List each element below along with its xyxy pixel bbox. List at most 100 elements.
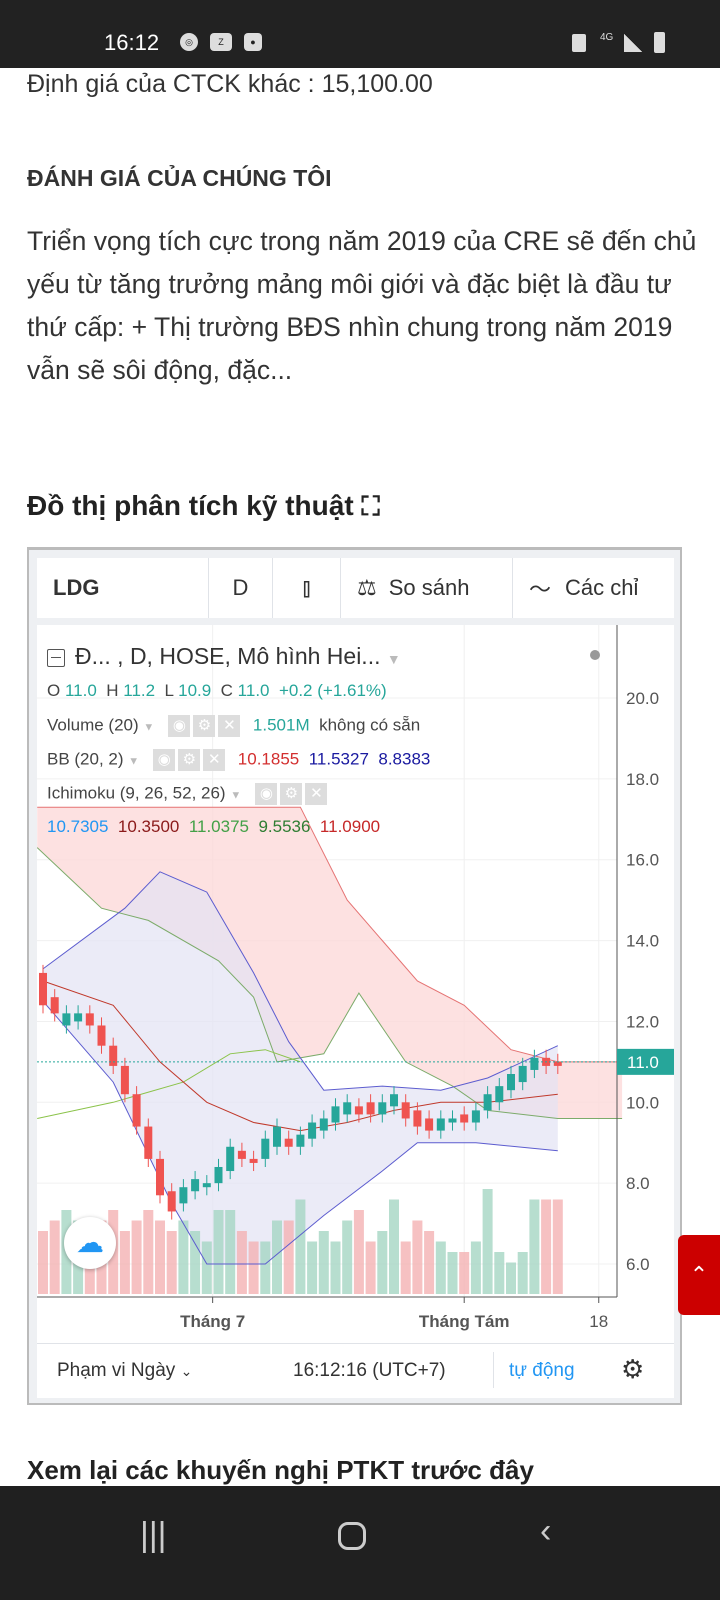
candle-body — [436, 1118, 445, 1131]
bb-name: BB (20, 2) — [47, 749, 124, 769]
volume-bar — [49, 1220, 60, 1294]
eye-icon[interactable]: ◉ — [255, 783, 278, 805]
auto-scale-button[interactable]: tự động — [509, 1360, 575, 1381]
volume-bar — [155, 1220, 165, 1294]
close-icon[interactable]: ✕ — [218, 715, 241, 737]
candle-body — [179, 1187, 188, 1204]
volume-bar — [470, 1241, 481, 1294]
status-bar: 16:12 ◎ Z ● 4G — [0, 0, 720, 68]
candle-body — [378, 1102, 387, 1115]
volume-bar — [260, 1241, 271, 1294]
volume-bar — [248, 1241, 259, 1294]
volume-bar — [272, 1220, 282, 1294]
volume-bar — [365, 1241, 376, 1294]
interval-button[interactable]: D — [209, 558, 273, 618]
section-heading: ĐÁNH GIÁ CỦA CHÚNG TÔI — [27, 165, 332, 191]
compare-button[interactable]: ⚖ So sánh — [341, 558, 513, 618]
high-label: H — [106, 681, 119, 700]
home-icon[interactable] — [338, 1522, 366, 1550]
bb-lower-line — [42, 1000, 558, 1265]
settings-gear-icon[interactable]: ⚙ — [621, 1354, 645, 1384]
close-label: C — [220, 681, 233, 700]
bb-legend[interactable]: BB (20, 2) ▼ ◉ ⚙ ✕ 10.1855 11.5327 8.8383 — [47, 749, 430, 771]
price-chart[interactable]: 20.0 18.0 16.0 14.0 12.0 10.0 8.0 6.0 11.0 Tháng … — [37, 625, 674, 1343]
candle-body — [495, 1086, 504, 1103]
series-legend-title[interactable]: Đ... , D, HOSE, Mô hình Hei... ▼ — [47, 643, 401, 670]
chart-time: 16:12:16 (UTC+7) — [293, 1360, 446, 1381]
chart-heading: Đồ thị phân tích kỹ thuật ⛶ — [27, 490, 380, 523]
volume-bar — [541, 1199, 552, 1294]
volume-bar — [506, 1262, 516, 1294]
volume-note: không có sẵn — [319, 715, 421, 735]
last-price-label: 11.0 — [627, 1053, 659, 1072]
compare-icon: ⚖ — [357, 575, 377, 600]
recent-apps-icon[interactable]: ||| — [140, 1516, 167, 1554]
candle-body — [343, 1102, 352, 1115]
ichimoku-name: Ichimoku (9, 26, 52, 26) — [47, 783, 226, 803]
bb-upper-line — [42, 871, 559, 1091]
volume-bar — [552, 1199, 563, 1294]
volume-bar — [295, 1199, 306, 1294]
volume-bar — [178, 1220, 189, 1294]
gear-icon[interactable]: ⚙ — [280, 783, 303, 805]
close-icon[interactable]: ✕ — [203, 749, 226, 771]
candle-body — [401, 1102, 410, 1119]
price-tick-label: 20.0 — [626, 689, 659, 708]
indicators-button[interactable]: 〜 Các chỉ — [513, 558, 638, 618]
volume-bar — [330, 1241, 341, 1294]
chrome-icon: ◎ — [180, 33, 198, 51]
candle-body — [518, 1065, 527, 1083]
price-tick-label: 18.0 — [626, 770, 659, 789]
close-icon[interactable]: ✕ — [305, 783, 328, 805]
volume-name: Volume (20) — [47, 715, 139, 735]
conversion-line-value: 10.7305 — [47, 817, 109, 836]
chart-pane[interactable]: 20.0 18.0 16.0 14.0 12.0 10.0 8.0 6.0 11.0 Tháng … — [37, 625, 674, 1343]
indicators-icon: 〜 — [529, 577, 552, 602]
scroll-top-button[interactable]: ⌃ — [678, 1235, 720, 1315]
bb-upper: 11.5327 — [308, 749, 369, 769]
volume-legend[interactable]: Volume (20) ▼ ◉ ⚙ ✕ 1.501M không có sẵn — [47, 715, 420, 737]
volume-bar — [236, 1231, 247, 1294]
back-icon[interactable]: ‹ — [540, 1512, 552, 1550]
volume-bar — [190, 1231, 201, 1294]
chart-type-candle-icon[interactable]: ⫾ — [273, 558, 341, 618]
price-tick-label: 14.0 — [626, 932, 659, 951]
candle-body — [471, 1110, 480, 1123]
gear-icon[interactable]: ⚙ — [193, 715, 216, 737]
close-value: 11.0 — [237, 681, 270, 700]
candle-body — [132, 1094, 141, 1127]
change-value: +0.2 (+1.61%) — [278, 681, 387, 700]
candle-body — [85, 1013, 94, 1026]
candle-body — [448, 1118, 457, 1123]
candle-body — [261, 1138, 270, 1159]
collapse-icon[interactable] — [47, 648, 65, 667]
ichimoku-legend[interactable]: Ichimoku (9, 26, 52, 26) ▼ ◉ ⚙ ✕ — [47, 783, 330, 805]
volume-bar — [459, 1252, 470, 1294]
volume-bar — [307, 1241, 318, 1294]
battery-saver-icon — [572, 34, 586, 52]
volume-bar — [318, 1231, 329, 1294]
symbol-button[interactable]: LDG — [37, 558, 209, 618]
bb-basis: 10.1855 — [237, 749, 300, 769]
volume-bar — [494, 1252, 505, 1294]
candle-body — [237, 1150, 246, 1159]
date-range-dropdown[interactable]: Phạm vi Ngày ⌄ — [57, 1360, 192, 1382]
volume-bar — [482, 1189, 493, 1294]
dropdown-icon[interactable]: ▼ — [386, 651, 401, 667]
volume-bar — [166, 1231, 177, 1294]
time-tick-label: 18 — [589, 1312, 608, 1331]
eye-icon[interactable]: ◉ — [168, 715, 191, 737]
eye-icon[interactable]: ◉ — [153, 749, 176, 771]
fullscreen-icon[interactable]: ⛶ — [361, 491, 380, 521]
tradingview-logo-icon[interactable]: ☁ — [64, 1217, 116, 1269]
bollinger-band-fill — [43, 871, 558, 1264]
gear-icon[interactable]: ⚙ — [178, 749, 201, 771]
price-tick-label: 8.0 — [626, 1174, 650, 1193]
candle-body — [167, 1191, 176, 1212]
candle-body — [308, 1122, 317, 1139]
zalo-icon: Z — [210, 33, 232, 51]
date-range-label: Phạm vi Ngày — [57, 1360, 176, 1381]
next-heading: Xem lại các khuyến nghị PTKT trước đây — [27, 1455, 534, 1485]
ohlc-legend: O 11.0 H 11.2 L 10.9 C 11.0 +0.2 (+1.61%… — [47, 681, 387, 701]
candle-body — [214, 1166, 223, 1184]
